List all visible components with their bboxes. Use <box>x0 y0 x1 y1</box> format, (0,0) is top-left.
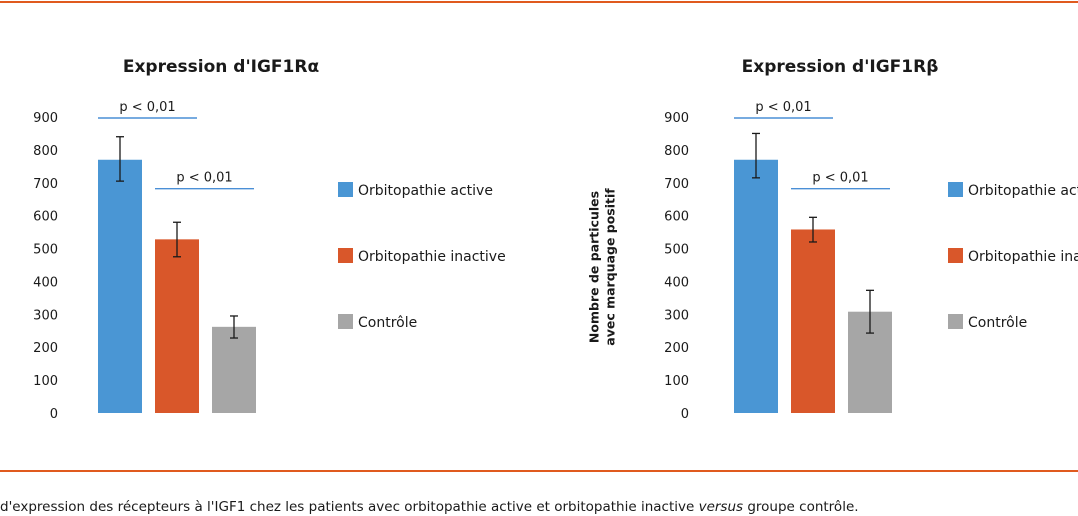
y-tick-label: 900 <box>33 111 58 126</box>
y-tick-label: 500 <box>664 243 689 258</box>
y-tick-label: 700 <box>664 177 689 192</box>
y-tick-label: 100 <box>33 374 58 389</box>
y-tick-label: 200 <box>664 341 689 356</box>
figure-caption: d'expression des récepteurs à l'IGF1 che… <box>0 498 1078 516</box>
y-tick-label: 800 <box>33 144 58 159</box>
y-tick-label: 400 <box>664 275 689 290</box>
legend-label-1: Orbitopathie active <box>358 183 493 199</box>
legend-swatch-1 <box>948 182 963 197</box>
y-tick-label: 200 <box>33 341 58 356</box>
legend-swatch-2 <box>338 248 353 263</box>
y-tick-label: 300 <box>664 308 689 323</box>
caption-emphasis: versus <box>698 499 744 515</box>
bar-2 <box>791 229 835 413</box>
legend-swatch-2 <box>948 248 963 263</box>
significance-label-1: p < 0,01 <box>119 100 175 115</box>
significance-label-2: p < 0,01 <box>812 171 868 186</box>
y-tick-label: 900 <box>664 111 689 126</box>
legend-label-3: Contrôle <box>968 315 1027 331</box>
chart-title: Expression d'IGF1Rβ <box>742 57 939 77</box>
y-tick-label: 500 <box>33 243 58 258</box>
top-divider <box>0 1 1078 3</box>
y-tick-label: 800 <box>664 144 689 159</box>
caption-text-2: groupe contrôle. <box>743 499 859 515</box>
bar-1 <box>734 159 778 413</box>
y-axis-label-line: avec marquage positif <box>603 188 618 346</box>
y-tick-label: 700 <box>33 177 58 192</box>
legend-swatch-1 <box>338 182 353 197</box>
caption-text-1: d'expression des récepteurs à l'IGF1 che… <box>0 499 699 515</box>
bar-1 <box>98 159 142 413</box>
legend-label-1: Orbitopathie active <box>968 183 1078 199</box>
y-tick-label: 0 <box>50 407 58 422</box>
bottom-divider <box>0 470 1078 472</box>
chart-title: Expression d'IGF1Rα <box>123 57 319 77</box>
legend-swatch-3 <box>948 314 963 329</box>
y-tick-label: 100 <box>664 374 689 389</box>
chart-igf1r-alpha: Expression d'IGF1Rα 0 100 200 300 400 500 600 70… <box>33 57 506 422</box>
chart-igf1r-beta: Expression d'IGF1Rβ 0 100 200 300 400 500 600 70… <box>587 57 1078 422</box>
bar-3 <box>212 326 256 413</box>
y-tick-label: 600 <box>33 210 58 225</box>
legend-label-2: Orbitopathie inactive <box>968 249 1078 265</box>
y-axis-label: Nombre de particulesavec marquage positi… <box>587 188 618 346</box>
y-tick-label: 400 <box>33 275 58 290</box>
bar-2 <box>155 239 199 413</box>
legend-label-3: Contrôle <box>358 315 417 331</box>
legend-swatch-3 <box>338 314 353 329</box>
y-tick-label: 0 <box>681 407 689 422</box>
y-tick-label: 300 <box>33 308 58 323</box>
y-tick-label: 600 <box>664 210 689 225</box>
y-axis-label-line: Nombre de particules <box>587 191 602 343</box>
significance-label-1: p < 0,01 <box>755 100 811 115</box>
legend-label-2: Orbitopathie inactive <box>358 249 506 265</box>
significance-label-2: p < 0,01 <box>176 171 232 186</box>
